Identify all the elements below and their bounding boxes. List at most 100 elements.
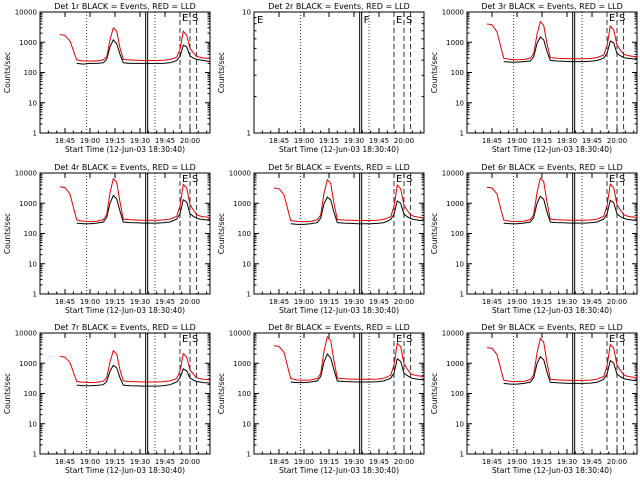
y-tick-label: 100 [451, 230, 464, 238]
x-tick-label: 19:45 [582, 458, 602, 466]
y-tick-label: 1 [247, 130, 251, 138]
x-tick-label: 19:00 [80, 458, 100, 466]
y-axis-label: Counts/sec [217, 213, 226, 254]
y-tick-label: 10000 [442, 330, 464, 338]
panel-det-1: Det 1r BLACK = Events, RED = LLD 1 10 100 10… [3, 2, 211, 154]
y-tick-label: 100 [24, 69, 37, 77]
x-tick-label: 18:45 [482, 137, 502, 145]
x-tick-label: 19:15 [319, 298, 339, 306]
x-tick-label: 19:45 [369, 458, 389, 466]
series-black-events [76, 194, 211, 225]
y-axis-label: Counts/sec [3, 373, 12, 414]
x-tick-label: 19:15 [105, 458, 125, 466]
x-tick-label: 19:45 [582, 137, 602, 145]
interval-marker: E [609, 334, 615, 345]
y-tick-label: 1 [33, 451, 37, 459]
y-tick-label: 1000 [19, 39, 37, 47]
panel-det-6: Det 6r BLACK = Events, RED = LLD 1 10 100 10… [430, 163, 638, 315]
x-axis-label: Start Time (12-Jun-03 18:30:40) [492, 145, 612, 154]
x-tick-label: 19:15 [105, 137, 125, 145]
series-black-events [503, 36, 638, 63]
x-axis-label: Start Time (12-Jun-03 18:30:40) [279, 145, 399, 154]
panel-title: Det 3r BLACK = Events, RED = LLD [481, 2, 623, 11]
x-axis-label: Start Time (12-Jun-03 18:30:40) [65, 466, 185, 475]
y-tick-label: 1000 [19, 360, 37, 368]
interval-marker: S [192, 174, 198, 185]
interval-marker: S [192, 13, 198, 24]
panel-title: Det 4r BLACK = Events, RED = LLD [54, 163, 196, 172]
y-tick-label: 1000 [446, 360, 464, 368]
x-tick-label: 20:00 [180, 298, 200, 306]
x-tick-label: 19:15 [532, 298, 552, 306]
y-tick-label: 100 [238, 230, 251, 238]
x-tick-label: 19:15 [532, 458, 552, 466]
y-tick-label: 100 [451, 390, 464, 398]
y-tick-label: 1000 [233, 360, 251, 368]
interval-marker: E [609, 174, 615, 185]
series-red-lld [59, 349, 211, 384]
x-tick-label: 19:30 [344, 458, 364, 466]
y-axis-label: Counts/sec [430, 52, 439, 93]
interval-marker: E [257, 15, 263, 26]
y-tick-label: 100 [24, 390, 37, 398]
x-tick-label: 18:45 [269, 458, 289, 466]
y-tick-label: 10000 [15, 330, 37, 338]
interval-marker: S [619, 13, 625, 24]
y-tick-label: 1 [460, 291, 464, 299]
x-axis-label: Start Time (12-Jun-03 18:30:40) [65, 306, 185, 315]
y-tick-label: 10000 [442, 170, 464, 178]
y-tick-label: 10 [242, 420, 251, 428]
panel-title: Det 8r BLACK = Events, RED = LLD [268, 323, 410, 332]
y-tick-label: 10000 [15, 170, 37, 178]
x-tick-label: 18:45 [482, 458, 502, 466]
panel-det-4: Det 4r BLACK = Events, RED = LLD 1 10 100 10… [3, 163, 211, 315]
x-tick-label: 19:15 [532, 137, 552, 145]
plot-frame [253, 332, 425, 455]
x-tick-label: 19:15 [319, 458, 339, 466]
panel-det-2: Det 2r BLACK = Events, RED = LLD 1 10 18:45… [217, 2, 425, 154]
y-tick-label: 1 [33, 130, 37, 138]
plot-frame [39, 332, 211, 455]
series-black-events [290, 353, 425, 384]
plot-frame [466, 172, 638, 295]
y-tick-label: 10 [242, 9, 251, 17]
y-tick-label: 10 [28, 420, 37, 428]
series-red-lld [59, 177, 211, 223]
y-tick-label: 1 [460, 451, 464, 459]
plot-frame [39, 11, 211, 134]
y-axis-label: Counts/sec [430, 373, 439, 414]
x-tick-label: 19:30 [344, 298, 364, 306]
x-tick-label: 19:30 [130, 458, 150, 466]
series-red-lld [486, 337, 638, 383]
y-tick-label: 1000 [233, 200, 251, 208]
x-tick-label: 18:45 [55, 137, 75, 145]
x-tick-label: 20:00 [394, 298, 414, 306]
x-tick-label: 19:00 [507, 298, 527, 306]
x-tick-label: 19:00 [294, 137, 314, 145]
plot-frame [253, 172, 425, 295]
x-tick-label: 19:45 [155, 458, 175, 466]
y-tick-label: 10000 [15, 9, 37, 17]
series-black-events [503, 355, 638, 385]
panel-title: Det 6r BLACK = Events, RED = LLD [481, 163, 623, 172]
interval-marker: E [182, 174, 188, 185]
x-tick-label: 20:00 [607, 458, 627, 466]
x-tick-label: 18:45 [55, 458, 75, 466]
series-black-events [76, 39, 211, 65]
y-tick-label: 10 [28, 99, 37, 107]
panel-det-8: Det 8r BLACK = Events, RED = LLD 1 10 100 10… [217, 323, 425, 475]
y-axis-label: Counts/sec [217, 373, 226, 414]
x-axis-label: Start Time (12-Jun-03 18:30:40) [279, 306, 399, 315]
x-tick-label: 19:30 [557, 298, 577, 306]
x-tick-label: 19:30 [557, 458, 577, 466]
panel-det-3: Det 3r BLACK = Events, RED = LLD 1 10 100 10… [430, 2, 638, 154]
x-tick-label: 20:00 [180, 137, 200, 145]
series-black-events [76, 364, 211, 387]
interval-marker: E [396, 334, 402, 345]
panel-title: Det 2r BLACK = Events, RED = LLD [268, 2, 410, 11]
x-tick-label: 19:45 [155, 137, 175, 145]
x-axis-label: Start Time (12-Jun-03 18:30:40) [279, 466, 399, 475]
interval-marker: E [182, 13, 188, 24]
y-tick-label: 1000 [19, 200, 37, 208]
